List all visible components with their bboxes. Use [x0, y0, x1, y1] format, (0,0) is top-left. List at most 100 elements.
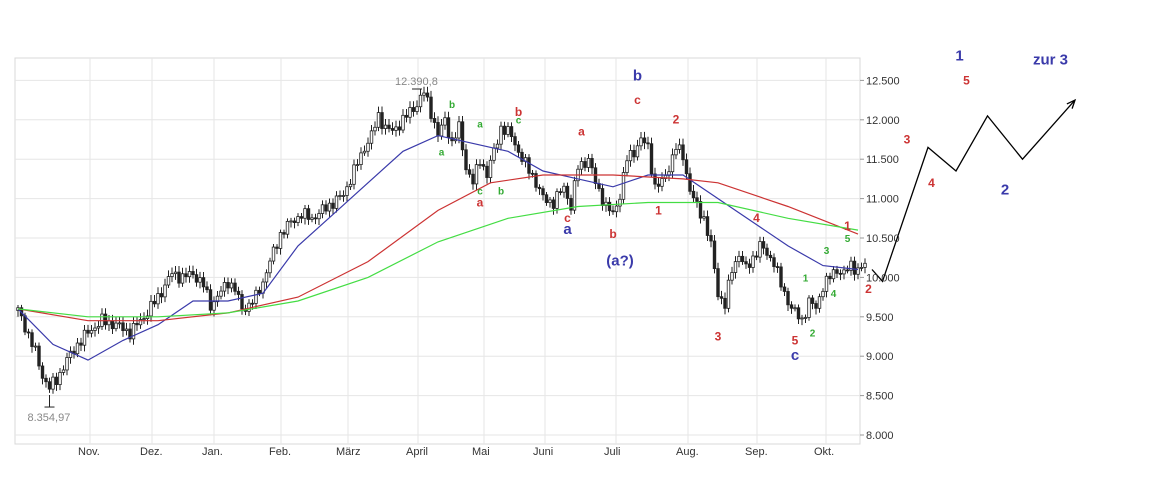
candle-body: [387, 124, 391, 129]
candle-body: [310, 217, 314, 220]
candle-body: [751, 255, 755, 268]
candle-body: [362, 150, 367, 154]
candle-body: [642, 137, 647, 144]
candle-body: [436, 122, 440, 137]
candle-body: [366, 142, 370, 152]
candle-body: [705, 216, 710, 236]
month-label: Jan.: [202, 446, 223, 458]
candle-body: [709, 235, 713, 242]
axes: 8.0008.5009.0009.50010.00010.50011.00011…: [78, 75, 900, 458]
wave-label: 2: [810, 329, 816, 340]
wave-label: b: [498, 187, 504, 198]
candle-body: [842, 269, 846, 275]
candle-body: [327, 202, 332, 212]
candle-body: [733, 261, 738, 273]
candle-body: [796, 307, 801, 320]
candle-body: [30, 332, 34, 347]
candle-body: [488, 159, 493, 178]
candle-body: [747, 263, 752, 268]
candle-body: [670, 154, 675, 173]
candle-body: [306, 208, 311, 220]
candle-body: [418, 94, 423, 108]
candle-body: [429, 96, 433, 119]
projection-arrow: [1066, 98, 1077, 109]
candle-body: [166, 276, 171, 286]
candle-body: [254, 289, 258, 304]
candle-body: [345, 186, 349, 196]
candle-body: [660, 178, 664, 187]
candle-body: [303, 208, 307, 219]
candle-body: [380, 112, 384, 129]
candle-body: [516, 144, 521, 153]
candle-body: [86, 329, 90, 334]
wave-label: a: [477, 195, 484, 209]
candle-body: [352, 164, 356, 185]
candle-body: [758, 241, 762, 258]
extreme-markers: 12.390,8 8.354,97: [28, 76, 438, 424]
candle-body: [765, 247, 769, 256]
candle-body: [187, 271, 192, 278]
candle-body: [646, 142, 650, 145]
candle-body: [191, 271, 195, 276]
candle-body: [852, 260, 857, 275]
high-label: 12.390,8: [395, 76, 438, 88]
candle-body: [404, 114, 409, 118]
candle-body: [68, 350, 73, 358]
wave-label: 3: [824, 246, 830, 257]
candle-body: [236, 290, 241, 295]
candle-body: [208, 289, 213, 311]
candle-body: [740, 255, 745, 263]
candle-body: [58, 372, 62, 385]
candle-body: [184, 273, 188, 278]
month-label: Juni: [533, 446, 553, 458]
candle-body: [89, 330, 94, 334]
candle-body: [278, 232, 283, 249]
candle-body: [117, 322, 122, 325]
candle-body: [831, 269, 836, 280]
candle-body: [289, 220, 293, 223]
candle-body: [51, 376, 55, 390]
candle-body: [103, 313, 108, 326]
candle-body: [656, 183, 661, 187]
y-tick-label: 9.000: [866, 351, 894, 363]
candle-body: [37, 345, 41, 367]
candle-body: [653, 173, 657, 185]
candle-body: [163, 284, 167, 298]
candle-body: [198, 277, 202, 283]
candle-body: [520, 151, 524, 162]
wave-label: 3: [715, 329, 722, 343]
candle-body: [173, 271, 178, 275]
wave-label: 1: [655, 203, 662, 217]
candle-body: [530, 172, 535, 175]
candle-body: [621, 172, 626, 200]
candle-body: [247, 302, 251, 312]
candle-body: [730, 272, 734, 281]
candle-body: [394, 126, 398, 131]
candle-body: [240, 294, 244, 310]
candle-body: [110, 320, 115, 330]
candle-body: [754, 255, 759, 258]
wave-label: 1: [803, 273, 809, 284]
candle-body: [702, 216, 706, 219]
candle-body: [149, 300, 153, 317]
candle-body: [93, 327, 97, 331]
candle-body: [737, 255, 741, 263]
candle-body: [478, 164, 482, 166]
candle-body: [544, 194, 549, 203]
candle-body: [401, 114, 405, 131]
candle-body: [537, 186, 542, 190]
candle-body: [296, 216, 300, 223]
candle-body: [425, 92, 430, 98]
candle-body: [54, 376, 59, 385]
month-label: Juli: [604, 446, 621, 458]
candle-body: [411, 107, 416, 112]
candle-body: [611, 210, 615, 213]
candle-body: [807, 297, 811, 318]
candle-body: [282, 232, 286, 235]
candle-body: [47, 381, 52, 390]
candle-body: [775, 266, 780, 268]
candle-body: [838, 272, 843, 275]
candle-body: [432, 118, 437, 123]
candle-body: [205, 286, 209, 291]
